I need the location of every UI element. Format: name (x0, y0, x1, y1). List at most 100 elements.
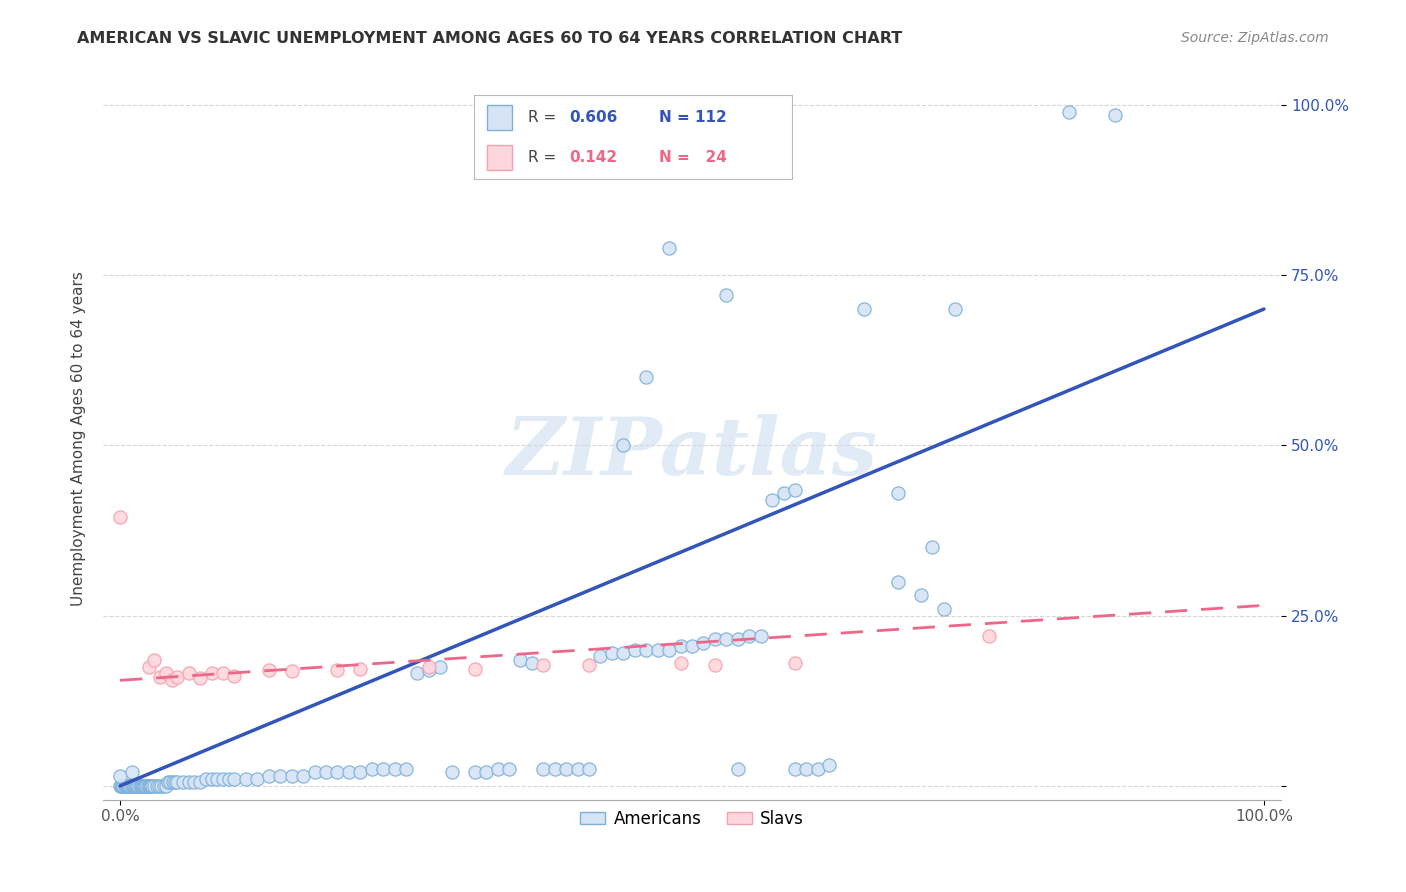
Point (304, 765, 326, 780)
Point (703, 632, 725, 647)
Text: Source: ZipAtlas.com: Source: ZipAtlas.com (1181, 31, 1329, 45)
Point (269, 769, 291, 783)
Point (429, 659, 451, 673)
Point (120, 779, 142, 793)
Point (623, 642, 645, 657)
Point (692, 636, 714, 650)
Point (600, 646, 623, 660)
Point (127, 779, 149, 793)
Point (224, 772, 246, 786)
Point (122, 779, 145, 793)
Point (108, 509, 131, 524)
Point (943, 301, 966, 316)
Point (280, 665, 302, 679)
Point (636, 642, 658, 657)
Point (578, 657, 600, 672)
Point (110, 779, 132, 793)
Point (155, 779, 177, 793)
Point (143, 653, 166, 667)
Point (163, 775, 186, 789)
Point (887, 486, 910, 500)
Point (257, 663, 280, 677)
Point (658, 241, 681, 255)
Point (149, 670, 172, 684)
Point (188, 775, 211, 789)
Point (194, 772, 217, 786)
Text: AMERICAN VS SLAVIC UNEMPLOYMENT AMONG AGES 60 TO 64 YEARS CORRELATION CHART: AMERICAN VS SLAVIC UNEMPLOYMENT AMONG AG… (77, 31, 903, 46)
Point (887, 574, 910, 589)
Point (716, 632, 738, 647)
Point (703, 657, 725, 672)
Point (921, 541, 943, 555)
Point (384, 762, 406, 776)
Point (418, 659, 440, 673)
Point (292, 769, 315, 783)
Legend: Americans, Slavs: Americans, Slavs (574, 803, 810, 835)
Point (114, 779, 136, 793)
Point (589, 649, 612, 664)
Point (1104, 108, 1126, 122)
Point (337, 765, 360, 780)
Point (166, 775, 188, 789)
Point (761, 492, 783, 507)
Point (932, 601, 955, 615)
Point (139, 779, 162, 793)
Point (129, 779, 152, 793)
Point (520, 657, 543, 671)
Text: ZIPatlas: ZIPatlas (506, 414, 879, 491)
Point (910, 588, 932, 602)
Point (772, 486, 794, 500)
Y-axis label: Unemployment Among Ages 60 to 64 years: Unemployment Among Ages 60 to 64 years (72, 271, 86, 606)
Point (818, 758, 841, 772)
Point (612, 646, 634, 660)
Point (166, 670, 188, 684)
Point (531, 762, 554, 776)
Point (531, 657, 554, 672)
Point (112, 779, 135, 793)
Point (373, 762, 395, 776)
Point (207, 772, 229, 786)
Point (406, 666, 429, 681)
Point (135, 779, 157, 793)
Point (143, 779, 166, 793)
Point (669, 639, 692, 653)
Point (177, 775, 200, 789)
Point (150, 779, 173, 793)
Point (172, 775, 194, 789)
Point (124, 779, 146, 793)
Point (159, 775, 181, 789)
Point (360, 762, 382, 776)
Point (1059, 104, 1081, 119)
Point (145, 779, 167, 793)
Point (162, 775, 184, 789)
Point (118, 779, 141, 793)
Point (349, 662, 371, 676)
Point (727, 632, 749, 647)
Point (349, 765, 371, 780)
Point (326, 663, 349, 677)
Point (257, 769, 280, 783)
Point (177, 666, 200, 681)
Point (235, 772, 257, 786)
Point (114, 779, 136, 793)
Point (486, 762, 509, 776)
Point (464, 765, 486, 780)
Point (418, 663, 440, 677)
Point (647, 642, 669, 657)
Point (246, 772, 269, 786)
Point (716, 288, 738, 302)
Point (498, 762, 520, 776)
Point (117, 779, 139, 793)
Point (121, 765, 143, 780)
Point (218, 772, 240, 786)
Point (567, 762, 589, 776)
Point (315, 765, 337, 780)
Point (134, 779, 156, 793)
Point (658, 642, 681, 657)
Point (155, 666, 177, 681)
Point (212, 666, 235, 681)
Point (188, 671, 211, 685)
Point (738, 629, 761, 643)
Point (280, 769, 302, 783)
Point (115, 779, 138, 793)
